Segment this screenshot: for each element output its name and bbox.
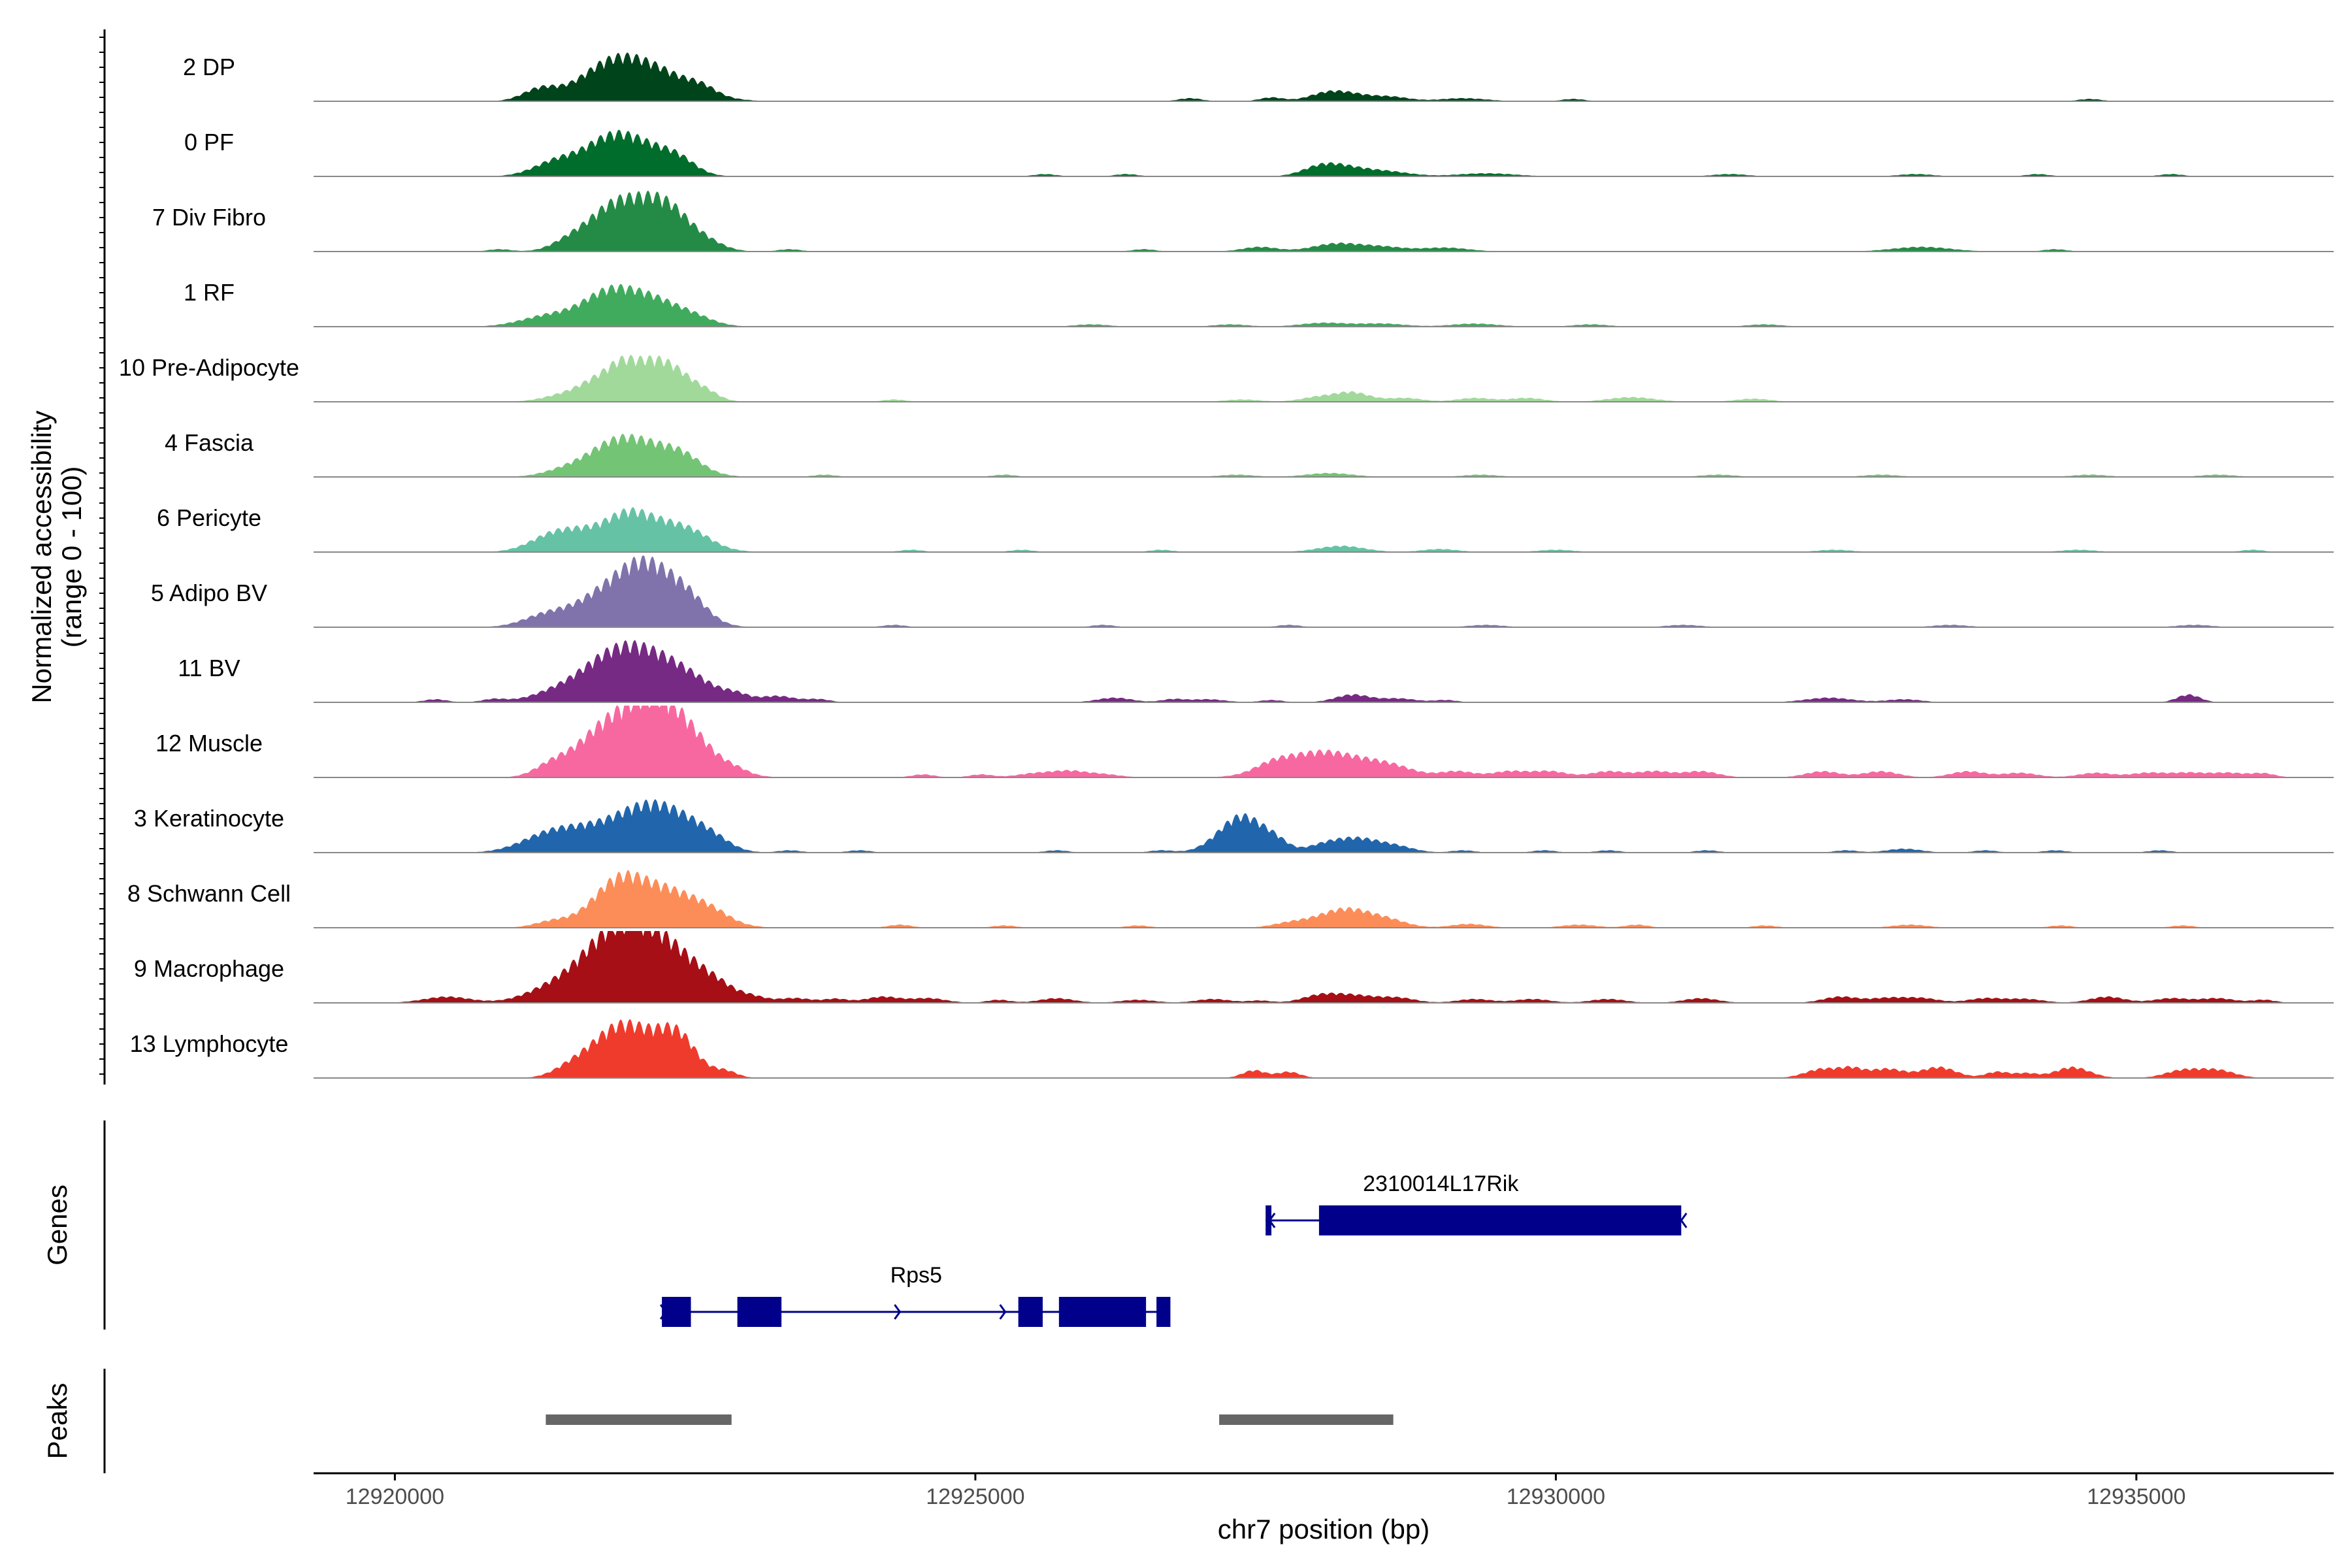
gene-exon [1018, 1297, 1043, 1327]
track-6: 4 Fascia [165, 429, 2334, 478]
gene-exon [1058, 1297, 1147, 1327]
gene-exon [662, 1297, 691, 1327]
gene-label: 2310014L17Rik [1363, 1171, 1519, 1196]
x-tick-label: 12920000 [346, 1484, 444, 1509]
peak-bar [546, 1414, 732, 1425]
track-label: 7 Div Fibro [152, 204, 266, 231]
track-label: 9 Macrophage [134, 955, 284, 982]
track-label: 4 Fascia [165, 429, 254, 456]
track-4: 1 RF [184, 279, 2334, 327]
track-14: 13 Lymphocyte [130, 1019, 2334, 1079]
track-3: 7 Div Fibro [152, 190, 2334, 252]
y-axis-label-range: (range 0 - 100) [56, 466, 87, 648]
accessibility-tracks: 2 DP 0 PF 7 Div Fibro 1 RF 10 Pre-Adipocyte 4… [119, 52, 2334, 1079]
track-area [314, 284, 2334, 327]
track-area [314, 52, 2334, 101]
track-label: 1 RF [184, 279, 235, 306]
x-axis: 12920000 12925000 12930000 12935000 chr7 pos… [314, 1472, 2334, 1544]
gene-rps5: Rps5 [659, 1263, 1171, 1327]
track-label: 12 Muscle [155, 730, 263, 757]
track-7: 6 Pericyte [157, 504, 2334, 553]
gene-2310014l17rik: 2310014L17Rik [1266, 1171, 1688, 1235]
track-1: 2 DP [183, 52, 2334, 102]
track-5: 10 Pre-Adipocyte [119, 354, 2334, 402]
track-label: 8 Schwann Cell [127, 880, 291, 907]
track-label: 3 Keratinocyte [134, 805, 284, 832]
track-label: 6 Pericyte [157, 504, 261, 531]
y-axis: Normalized accessibility (range 0 - 100) [26, 29, 106, 1085]
y-axis-label: Normalized accessibility [26, 410, 57, 703]
gene-label: Rps5 [890, 1263, 942, 1288]
track-2: 0 PF [184, 129, 2334, 177]
track-8: 5 Adipo BV [151, 555, 2334, 628]
genes-panel: Genes 2310014L17Rik Rps5 [42, 1120, 1688, 1330]
x-axis-label: chr7 position (bp) [1218, 1514, 1430, 1544]
gene-exon [1156, 1297, 1171, 1327]
track-area [314, 706, 2334, 777]
track-11: 3 Keratinocyte [134, 799, 2334, 853]
track-label: 5 Adipo BV [151, 580, 267, 606]
track-label: 11 BV [178, 655, 240, 681]
gene-exon [1318, 1205, 1682, 1235]
gene-exon [1266, 1205, 1272, 1235]
track-area [314, 129, 2334, 176]
track-label: 2 DP [183, 54, 235, 80]
peak-bar [1219, 1414, 1394, 1425]
strand-chevron [999, 1304, 1007, 1320]
x-tick-label: 12930000 [1507, 1484, 1605, 1509]
strand-chevron [894, 1304, 902, 1320]
track-9: 11 BV [178, 640, 2334, 703]
track-area [314, 870, 2334, 928]
track-13: 9 Macrophage [134, 931, 2334, 1004]
peaks-panel: Peaks [42, 1369, 1394, 1473]
peaks-panel-label: Peaks [42, 1383, 73, 1460]
track-area [314, 799, 2334, 853]
track-label: 13 Lymphocyte [130, 1030, 289, 1057]
track-10: 12 Muscle [155, 706, 2334, 778]
genes-panel-label: Genes [42, 1184, 73, 1266]
x-tick-label: 12935000 [2087, 1484, 2185, 1509]
x-tick-label: 12925000 [926, 1484, 1024, 1509]
track-12: 8 Schwann Cell [127, 870, 2334, 928]
gene-exon [737, 1297, 782, 1327]
track-label: 10 Pre-Adipocyte [119, 354, 299, 381]
track-label: 0 PF [184, 129, 234, 155]
strand-chevron [1680, 1213, 1688, 1228]
